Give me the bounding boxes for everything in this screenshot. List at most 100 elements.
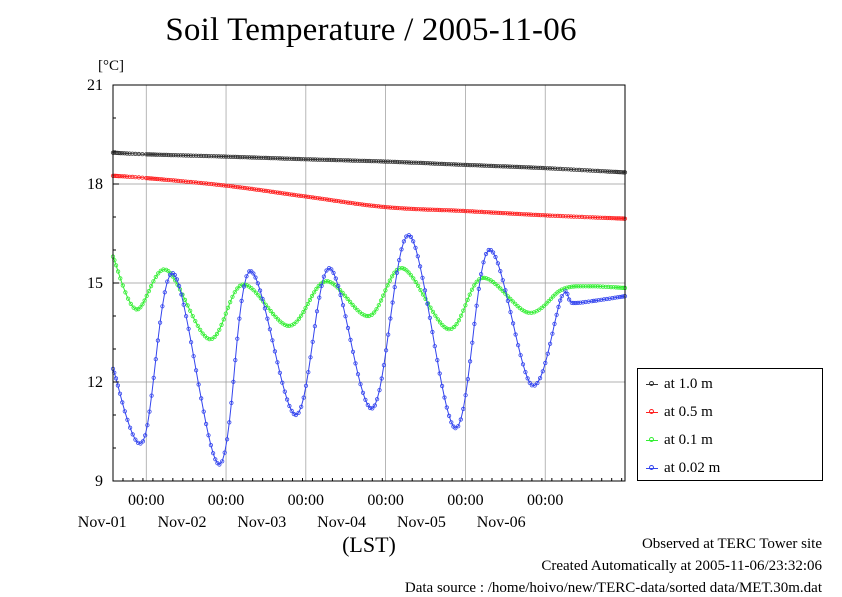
data-point [374, 307, 379, 312]
y-tick-label: 12 [87, 374, 103, 391]
data-point [275, 360, 280, 365]
data-point [122, 174, 127, 179]
data-point [341, 199, 346, 204]
data-point [206, 181, 211, 186]
data-point [211, 154, 216, 159]
data-point [507, 164, 513, 169]
data-point [231, 379, 236, 384]
data-point [116, 269, 121, 274]
data-point [376, 204, 381, 209]
data-point [254, 155, 259, 160]
data-point [199, 396, 204, 401]
data-point [206, 433, 211, 438]
data-point [546, 298, 551, 304]
data-point [595, 215, 600, 220]
data-point [400, 265, 405, 271]
data-point [343, 158, 348, 163]
data-point [315, 157, 320, 162]
data-point [266, 189, 271, 194]
data-point [602, 169, 608, 174]
data-point [598, 215, 603, 220]
data-point [402, 206, 407, 211]
data-point [232, 290, 237, 295]
data-point [442, 395, 447, 400]
data-point [325, 279, 331, 284]
data-point [532, 383, 537, 388]
data-point [478, 271, 484, 277]
data-point [578, 300, 583, 305]
data-point [186, 179, 191, 184]
data-point [463, 303, 468, 308]
data-point [404, 160, 409, 165]
data-point [256, 187, 261, 192]
data-point [214, 182, 219, 187]
data-point [252, 187, 257, 192]
data-point [153, 274, 158, 280]
data-point [610, 295, 615, 301]
legend-label-0-02m: at 0.02 m [664, 459, 721, 476]
data-point [336, 199, 341, 204]
data-point [277, 190, 283, 195]
data-point [474, 163, 480, 168]
data-point [551, 294, 556, 299]
y-tick-label: 21 [87, 77, 103, 94]
data-point [124, 174, 130, 179]
data-point [164, 177, 169, 182]
data-point [326, 265, 332, 271]
data-point [421, 207, 426, 212]
data-point [413, 207, 419, 212]
data-point [472, 163, 477, 168]
data-point [149, 393, 154, 398]
data-point [334, 198, 339, 203]
data-point [425, 161, 430, 166]
data-point [115, 383, 121, 388]
data-point [437, 320, 443, 325]
data-point [370, 406, 375, 411]
data-point [212, 334, 217, 340]
data-point [603, 284, 608, 289]
data-point [454, 321, 459, 327]
data-point [155, 176, 160, 182]
data-point [432, 161, 437, 166]
data-point [408, 234, 414, 240]
data-point [181, 153, 186, 158]
data-point [411, 276, 416, 281]
data-point [437, 161, 442, 166]
data-point [547, 213, 553, 218]
data-point [350, 158, 355, 163]
data-point [345, 296, 350, 301]
data-point [598, 284, 603, 289]
data-point [467, 209, 473, 214]
data-point [231, 184, 236, 189]
data-point [235, 286, 240, 291]
data-point [371, 203, 376, 208]
data-point [364, 313, 369, 319]
data-source-note: Data source : /home/hoivo/new/TERC-data/… [404, 580, 822, 596]
data-point [609, 169, 614, 174]
data-point [416, 160, 421, 165]
data-point [533, 165, 538, 170]
data-point [174, 277, 179, 282]
data-point [613, 285, 619, 290]
data-point [446, 327, 451, 332]
data-point [585, 215, 590, 220]
data-point [378, 204, 383, 209]
data-point [195, 323, 200, 328]
data-point [377, 387, 382, 393]
data-point [188, 153, 193, 158]
data-point [508, 296, 513, 301]
data-point [238, 185, 243, 190]
data-point [289, 192, 294, 197]
data-point [456, 208, 461, 213]
data-point [527, 380, 532, 385]
data-point [390, 300, 395, 305]
data-point [550, 166, 555, 171]
data-point [228, 184, 233, 189]
data-point [458, 162, 463, 167]
data-point [166, 268, 171, 274]
data-point [428, 305, 433, 310]
data-point [267, 327, 272, 332]
data-point [512, 164, 517, 169]
series-1 [110, 173, 628, 221]
data-point [172, 272, 177, 278]
